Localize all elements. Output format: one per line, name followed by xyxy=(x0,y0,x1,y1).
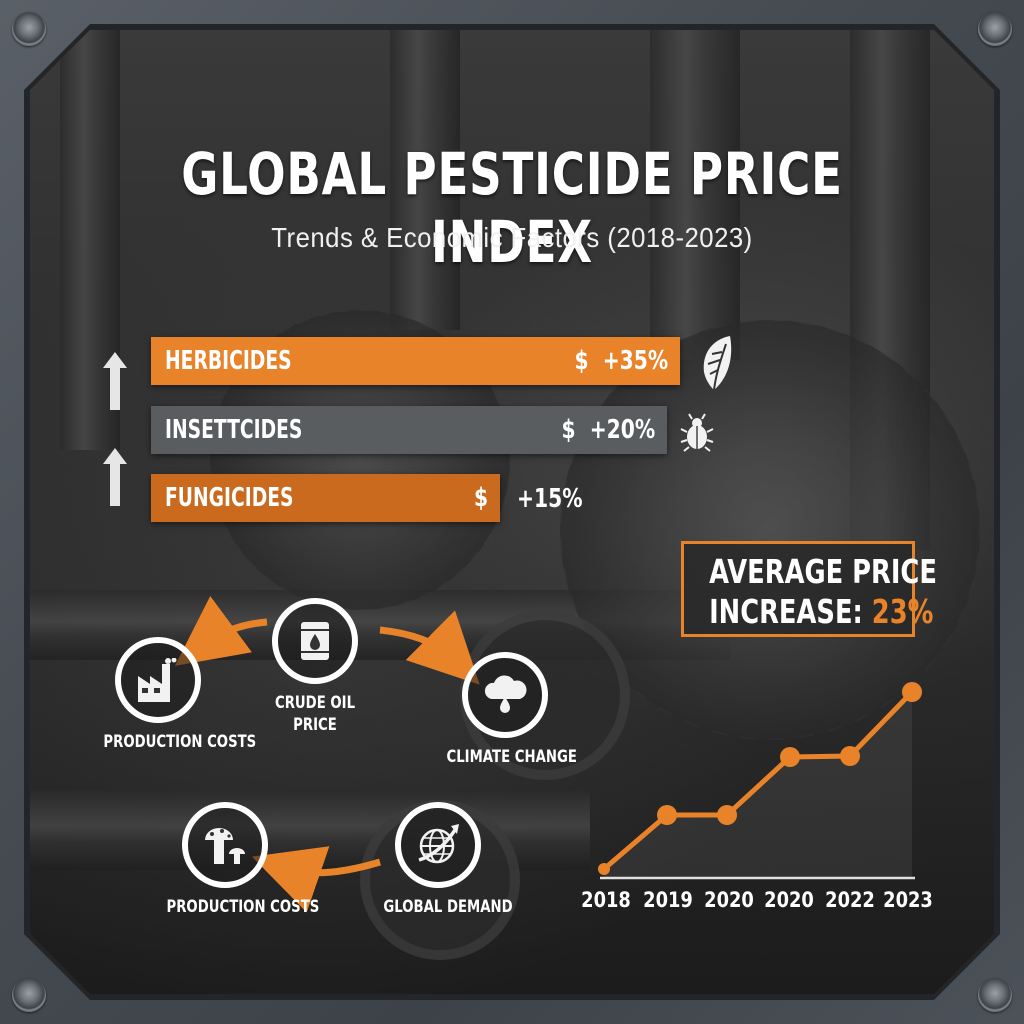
background-pipe xyxy=(390,30,460,330)
x-tick-label: 2023 xyxy=(883,888,933,912)
bar-label: FUNGICIDES xyxy=(165,483,294,513)
up-arrow-icon xyxy=(103,352,127,410)
oil-barrel-icon xyxy=(272,598,358,684)
dollar-icon: $ xyxy=(574,346,589,376)
x-tick-label: 2022 xyxy=(825,888,875,912)
bar-label: INSETTCIDES xyxy=(165,415,303,445)
dollar-icon: $ xyxy=(473,483,488,513)
x-tick-label: 2018 xyxy=(581,888,631,912)
bar-value: +15% xyxy=(517,484,583,514)
screw-bottom-left xyxy=(12,978,46,1012)
average-increase-box: AVERAGE PRICE INCREASE: 23% xyxy=(681,541,937,637)
dollar-icon: $ xyxy=(561,415,576,445)
bar-value: $ +35% xyxy=(574,346,668,376)
factor-production-costs: PRODUCTION COSTS xyxy=(88,637,256,753)
screw-bottom-right xyxy=(978,978,1012,1012)
globe-growth-icon xyxy=(395,802,481,888)
background-gear xyxy=(560,320,980,740)
mushroom-icon xyxy=(182,802,268,888)
page-title: GLOBAL PESTICIDE PRICE INDEX xyxy=(181,140,843,276)
factor-production-costs-fungi: PRODUCTION COSTS xyxy=(150,802,319,918)
x-tick-label: 2019 xyxy=(643,888,693,912)
bar-label: HERBICIDES xyxy=(165,346,292,376)
average-value: 23% xyxy=(871,592,934,631)
x-tick-label: 2020 xyxy=(704,888,754,912)
average-label: AVERAGE PRICE xyxy=(709,552,937,591)
leaf-icon xyxy=(703,336,732,391)
page-subtitle: Trends & Economic Factors (2018-2023) xyxy=(271,222,753,253)
screw-top-right xyxy=(978,12,1012,46)
bar-herbicides: HERBICIDES $ +35% xyxy=(151,337,680,385)
factory-icon xyxy=(115,637,201,723)
background-pipe xyxy=(650,30,740,360)
average-value-line: INCREASE: 23% xyxy=(709,592,934,631)
x-tick-label: 2020 xyxy=(764,888,814,912)
factor-climate-change: CLIMATE CHANGE xyxy=(430,652,580,768)
cloud-rain-icon xyxy=(462,652,548,738)
factor-crude-oil-price: CRUDE OIL PRICE xyxy=(260,598,370,736)
bar-insecticides: INSETTCIDES $ +20% xyxy=(151,406,667,454)
screw-top-left xyxy=(12,12,46,46)
up-arrow-icon xyxy=(103,448,127,506)
factor-global-demand: GLOBAL DEMAND xyxy=(368,802,513,918)
bar-value: $ +20% xyxy=(561,415,655,445)
bar-fungicides: FUNGICIDES $ xyxy=(151,474,500,522)
bug-icon xyxy=(680,413,714,452)
